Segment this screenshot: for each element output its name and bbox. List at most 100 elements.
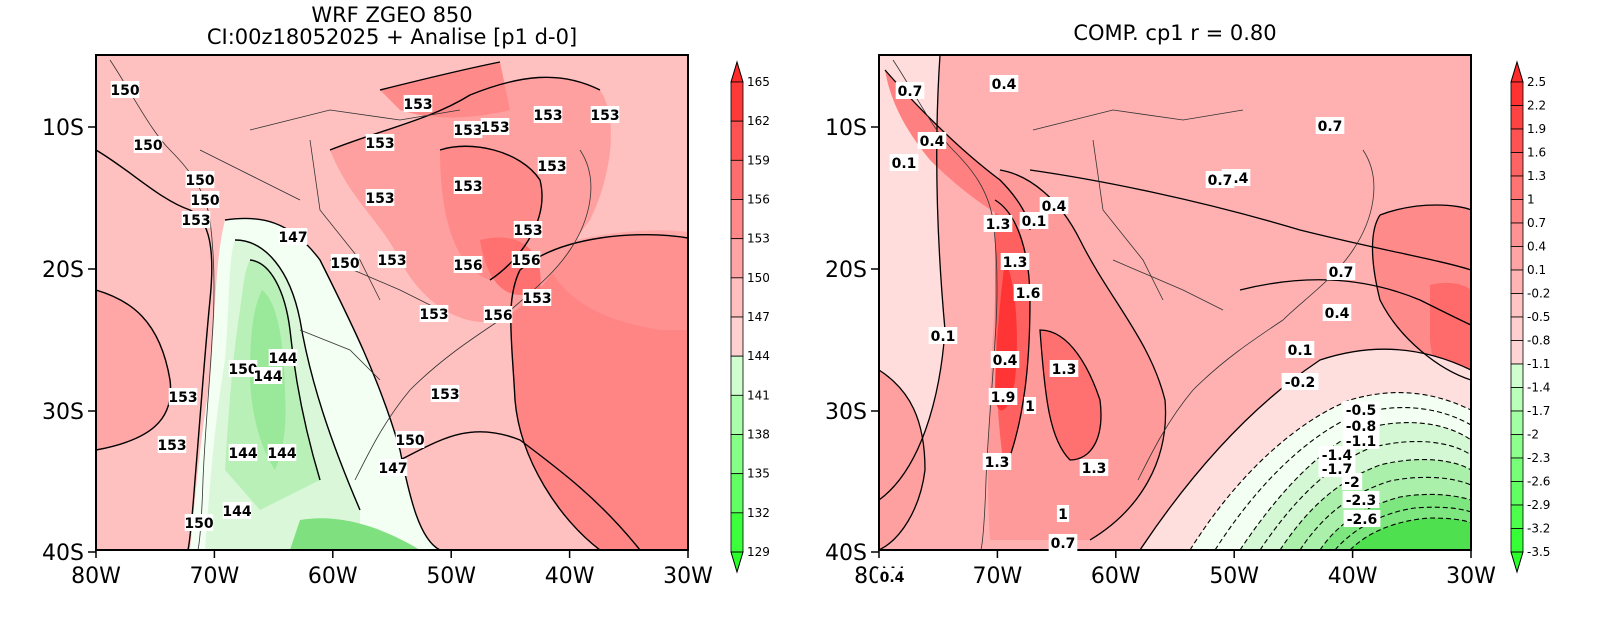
left-map-frame (95, 54, 689, 551)
lon-tick-label: 30W (1446, 564, 1496, 589)
left-colorbar: 165 162 159 156 153 150 147 144 141 138 135 132 129 (730, 60, 770, 574)
contour-label-box (395, 431, 425, 448)
contour-label-box (419, 305, 449, 322)
contour-label: 0.4 (992, 77, 1017, 93)
left-title-line2: CI:00z18052025 + Analise [p1 d-0] (207, 25, 577, 49)
contour-label: 153 (453, 123, 482, 139)
colorbar-segment (730, 434, 744, 475)
contour-label: 1 (1025, 399, 1035, 415)
colorbar-segment (730, 199, 744, 240)
contour-label-box (917, 132, 947, 149)
colorbar-segment (730, 238, 744, 279)
contour-label-box (267, 444, 297, 461)
lon-tick-label: 40W (1328, 564, 1378, 589)
contour-label: 153 (537, 159, 566, 175)
colorbar-tick-label: 147 (747, 310, 770, 324)
contour-label-box (1048, 534, 1078, 551)
contour-label-box (513, 221, 543, 238)
contour-label-box (537, 157, 567, 174)
colorbar-tick-label: 129 (747, 545, 770, 559)
colorbar-segment (730, 473, 744, 514)
left-lat-axis: 10S 20S 30S 40S (42, 116, 96, 566)
colorbar-tick-label: 1.6 (1527, 146, 1546, 160)
contour-label-box (590, 106, 620, 123)
right-map-frame (878, 54, 1472, 551)
lat-tick-label: 40S (42, 541, 84, 566)
contour-label-box (168, 388, 198, 405)
lat-tick-label: 30S (825, 400, 867, 425)
contour-label: 150 (133, 138, 162, 154)
contour-label: 147 (378, 461, 407, 477)
colorbar-tick-label: 138 (747, 428, 770, 442)
contour-label-box (877, 568, 907, 585)
left-map-panel: WRF ZGEO 850 CI:00z18052025 + Analise [p… (42, 3, 770, 589)
colorbar-segment (1510, 199, 1524, 224)
contour-label: 1.3 (1082, 461, 1107, 477)
colorbar-segment (730, 512, 744, 553)
contour-label-box (1023, 397, 1037, 414)
colorbar-tick-label: 1.9 (1527, 122, 1546, 136)
colorbar-segment (1510, 105, 1524, 130)
contour-label-box (982, 453, 1012, 470)
contour-label: 153 (522, 291, 551, 307)
contour-label: -0.2 (1285, 375, 1316, 391)
colorbar-segment (1510, 387, 1524, 412)
contour-label: 153 (168, 390, 197, 406)
contour-label: 0.1 (931, 329, 956, 345)
colorbar-segment (730, 81, 744, 122)
colorbar-segment (730, 394, 744, 435)
contour-label-box (1318, 460, 1356, 477)
contour-label-box (1342, 491, 1380, 508)
colorbar-segment (730, 159, 744, 200)
colorbar-tick-label: -2.3 (1527, 451, 1550, 465)
contour-label: 0.7 (898, 84, 923, 100)
contour-label: 150 (228, 362, 257, 378)
colorbar-segment (1510, 481, 1524, 506)
colorbar-tick-label: -2.6 (1527, 475, 1550, 489)
contour-label-box (1000, 253, 1030, 270)
contour-label-box (522, 289, 552, 306)
right-contour-labels: 0.7 0.41.40.40.10.70.70.41.3 0.11.30.70.11… (877, 75, 1381, 586)
contour-label-box (1342, 432, 1380, 449)
colorbar-tick-label: -2 (1527, 428, 1539, 442)
right-title: COMP. cp1 r = 0.80 (1073, 21, 1276, 45)
contour-label-box (1019, 212, 1049, 229)
contour-label-box (268, 349, 298, 366)
contour-label-box (1013, 284, 1043, 301)
contour-label: 144 (253, 369, 282, 385)
contour-label-box (453, 121, 483, 138)
lon-tick-label: 40W (545, 564, 595, 589)
contour-label: 153 (403, 97, 432, 113)
right-lat-axis: 10S 20S 30S 40S (825, 116, 879, 566)
contour-label-box (1343, 510, 1381, 527)
colorbar-segment (1510, 528, 1524, 553)
colorbar-tick-label: -2.9 (1527, 498, 1550, 512)
left-title-line1: WRF ZGEO 850 (311, 3, 472, 27)
lat-tick-label: 40S (825, 541, 867, 566)
lon-tick-label: 50W (426, 564, 476, 589)
colorbar-tick-label: 0.4 (1527, 240, 1546, 254)
colorbar-segment (1510, 363, 1524, 388)
contour-label-box (133, 136, 163, 153)
lon-tick-label: 50W (1209, 564, 1259, 589)
lat-tick-label: 20S (825, 258, 867, 283)
contour-label: 144 (268, 351, 297, 367)
contour-label-box (378, 459, 408, 476)
colorbar-tick-label: -0.5 (1527, 310, 1550, 324)
colorbar-tick-label: 1 (1527, 193, 1535, 207)
colorbar-segment (1510, 293, 1524, 318)
colorbar-tick-label: -1.4 (1527, 381, 1550, 395)
contour-label-box (1326, 263, 1356, 280)
contour-label: 150 (110, 83, 139, 99)
lon-tick-label: 70W (973, 564, 1023, 589)
contour-label: 144 (222, 504, 251, 520)
contour-label: 1.3 (1003, 255, 1028, 271)
colorbar-tick-label: 0.7 (1527, 216, 1546, 230)
contour-label-box (1285, 341, 1315, 358)
contour-label: 0.7 (1318, 119, 1343, 135)
lat-tick-label: 10S (825, 116, 867, 141)
colorbar-segment (730, 277, 744, 318)
contour-label-box (253, 367, 283, 384)
colorbar-tick-label: 0.1 (1527, 263, 1546, 277)
